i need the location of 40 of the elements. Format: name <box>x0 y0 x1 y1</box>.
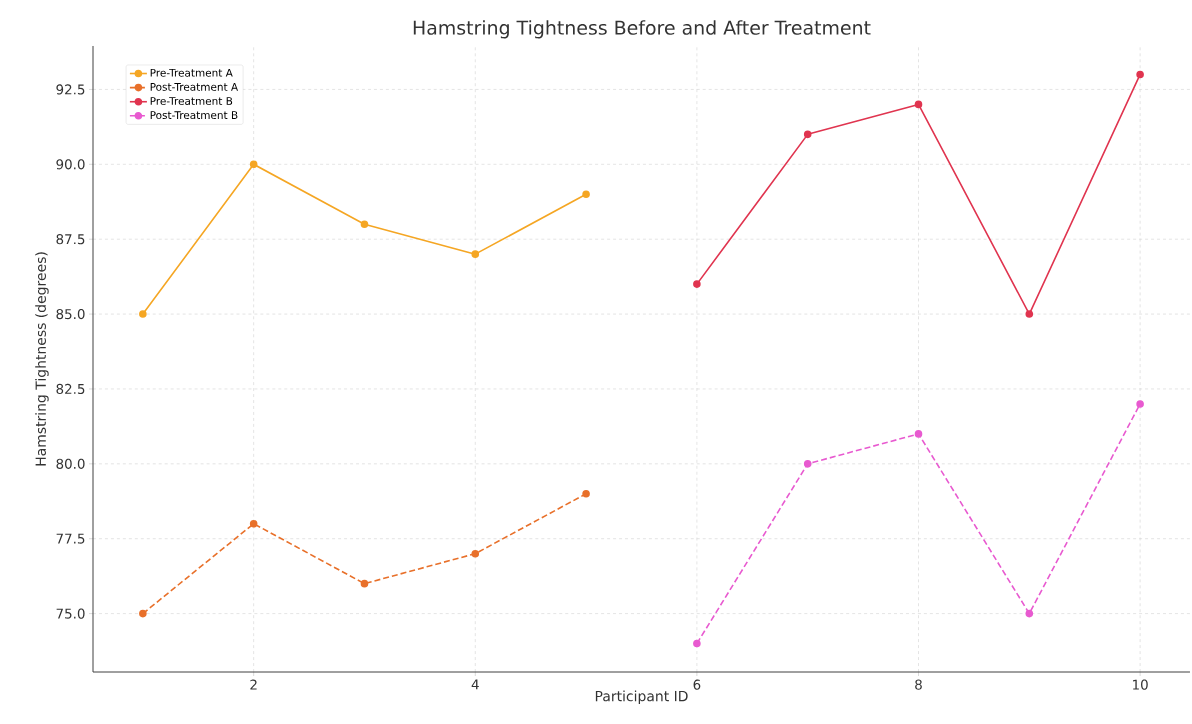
y-tick-label: 77.5 <box>56 533 85 544</box>
y-tick-label: 92.5 <box>56 84 85 95</box>
point <box>1136 400 1144 408</box>
point <box>582 190 590 199</box>
point <box>360 220 369 229</box>
point <box>803 130 812 139</box>
y-tick-label: 85.0 <box>56 308 85 320</box>
point <box>693 639 701 648</box>
chart-title: Hamstring Tightness Before and After Treatment <box>413 20 871 39</box>
x-tick-label: 8 <box>915 679 922 690</box>
point <box>139 310 147 318</box>
point <box>1136 70 1144 79</box>
point <box>1025 609 1034 618</box>
y-tick-label: 82.5 <box>56 383 85 395</box>
legend-label: Pre-Treatment B <box>150 97 233 105</box>
y-axis-title: Hamstring Tightness (degrees) <box>35 252 49 466</box>
legend-label: Pre-Treatment A <box>150 68 233 77</box>
y-tick-label: 87.5 <box>56 234 85 245</box>
x-tick-label: 4 <box>471 679 479 690</box>
y-tick-label: 80.0 <box>56 458 85 469</box>
legend-label: Post-Treatment B <box>150 111 238 120</box>
x-axis-title: Participant ID <box>595 690 688 705</box>
x-tick-label: 2 <box>250 679 257 690</box>
legend-label: Post-Treatment A <box>150 83 239 91</box>
point <box>803 460 812 468</box>
point <box>914 100 923 109</box>
point <box>1025 310 1034 318</box>
point <box>249 160 258 169</box>
x-tick-label: 10 <box>1133 679 1148 690</box>
point <box>471 250 480 258</box>
point <box>249 519 258 528</box>
point <box>693 280 701 288</box>
y-tick-label: 90.0 <box>56 159 85 170</box>
point <box>914 430 923 438</box>
y-tick-label: 75.0 <box>56 608 85 619</box>
point <box>582 489 590 498</box>
x-tick-label: 6 <box>693 679 701 690</box>
point <box>139 609 147 618</box>
point <box>471 549 480 558</box>
point <box>360 579 369 588</box>
